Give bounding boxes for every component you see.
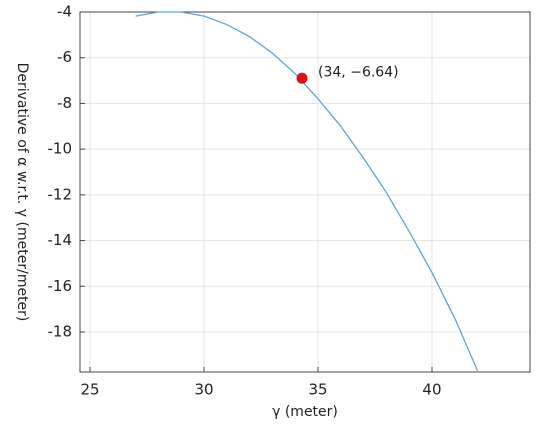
x-tick-label: 30 [194,381,213,399]
x-axis-label: γ (meter) [272,404,338,420]
y-tick-label: -12 [48,185,73,203]
y-tick-label: -4 [57,3,72,21]
x-tick-label: 25 [80,381,99,399]
y-tick-label: -8 [57,94,72,112]
highlight-point [296,72,308,84]
y-tick-label: -18 [48,323,73,341]
y-tick-label: -6 [57,48,72,66]
x-tick-label: 35 [308,381,327,399]
y-axis-label: Derivative of α w.r.t. γ (meter/meter) [14,63,30,322]
y-tick-label: -10 [48,140,73,158]
plot-frame [79,11,531,373]
x-tick-label: 40 [422,381,441,399]
point-annotation: (34, −6.64) [318,64,399,80]
y-tick-label: -16 [48,277,73,295]
line-series [135,11,479,372]
y-tick-label: -14 [48,231,73,249]
